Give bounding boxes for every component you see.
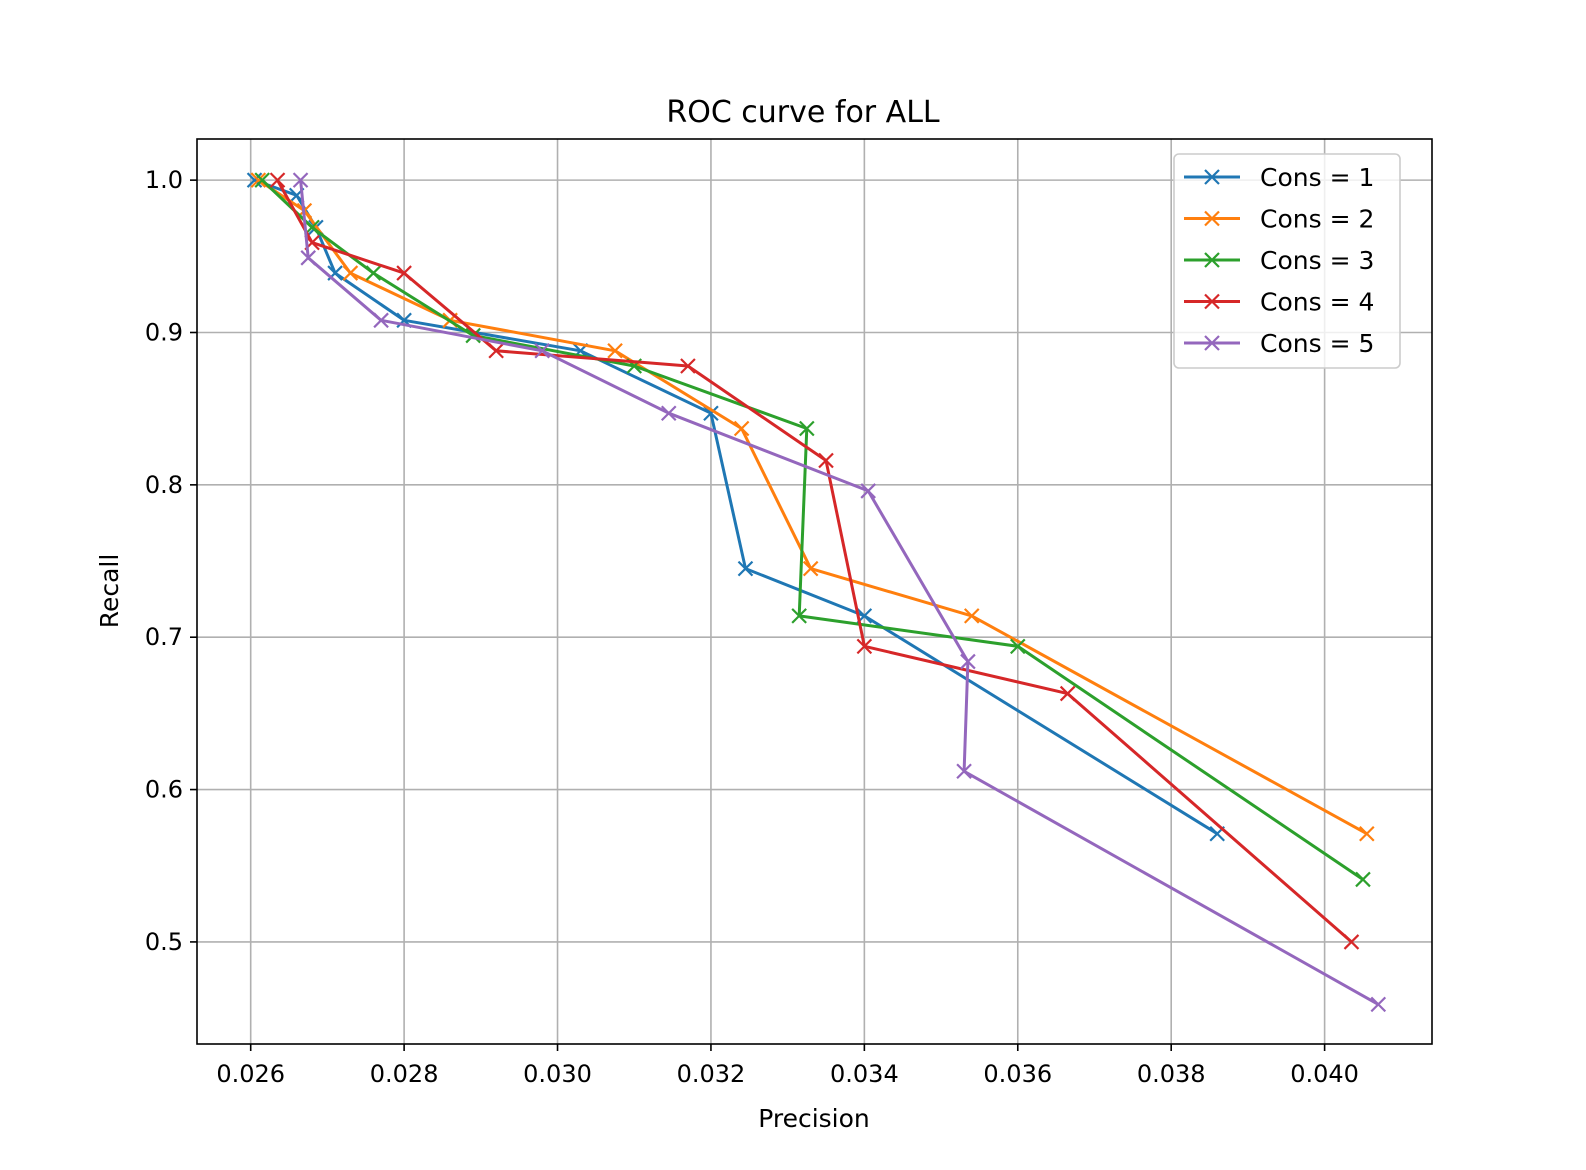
legend-label: Cons = 3: [1260, 246, 1374, 275]
data-point: [660, 405, 677, 422]
y-tick-label: 0.8: [145, 471, 183, 499]
data-point: [465, 327, 481, 344]
legend-entry: Cons = 1: [1184, 163, 1374, 192]
series-cons-4: [269, 172, 1360, 950]
data-point: [1355, 871, 1371, 888]
legend-marker: [1204, 210, 1220, 227]
x-tick-label: 0.028: [370, 1060, 439, 1088]
data-point: [1059, 685, 1076, 702]
data-point: [960, 653, 976, 670]
data-point: [703, 405, 719, 422]
data-point: [680, 358, 696, 374]
data-point: [1359, 825, 1375, 842]
x-tick-label: 0.026: [216, 1060, 285, 1088]
y-axis: 0.5 0.6 0.7 0.8 0.9 1.0: [145, 166, 197, 956]
x-tick-label: 0.040: [1290, 1060, 1359, 1088]
data-point: [342, 265, 359, 281]
series-cons-5: [292, 172, 1387, 1013]
data-point: [365, 265, 382, 281]
data-point: [1343, 934, 1360, 950]
legend-label: Cons = 5: [1260, 329, 1374, 358]
data-point: [1370, 996, 1387, 1013]
x-tick-label: 0.032: [677, 1060, 746, 1088]
y-tick-label: 0.7: [145, 623, 183, 651]
data-point: [292, 172, 309, 188]
data-point: [737, 560, 754, 577]
data-point: [963, 608, 980, 624]
data-point: [246, 172, 263, 188]
x-tick-label: 0.034: [830, 1060, 899, 1088]
data-point: [269, 172, 286, 188]
series-layer: [246, 172, 1387, 1013]
x-axis: 0.026 0.028 0.030 0.032 0.034 0.036 0.038 0.040: [216, 1044, 1359, 1088]
data-point: [488, 342, 504, 359]
data-point: [860, 483, 876, 499]
data-point: [373, 312, 389, 329]
legend-label: Cons = 1: [1260, 163, 1374, 192]
data-point: [300, 250, 317, 266]
legend-marker: [1204, 335, 1220, 351]
x-tick-label: 0.030: [523, 1060, 592, 1088]
data-point: [802, 560, 819, 577]
plot-frame: [196, 138, 1433, 1045]
legend-marker: [1204, 169, 1220, 185]
legend-label: Cons = 2: [1260, 205, 1374, 234]
data-point: [733, 420, 750, 437]
data-point: [250, 172, 267, 188]
y-tick-label: 0.6: [145, 776, 183, 804]
data-point: [791, 608, 807, 624]
data-point: [396, 265, 412, 281]
x-tick-label: 0.038: [1137, 1060, 1206, 1088]
legend-marker: [1204, 293, 1220, 310]
x-axis-label: Precision: [758, 1104, 870, 1133]
data-point: [799, 420, 815, 437]
legend-entry: Cons = 4: [1184, 288, 1374, 317]
data-point: [254, 172, 270, 188]
legend: Cons = 1 Cons = 2 Cons = 3 Cons = 4 Cons = 5: [1173, 153, 1401, 369]
legend-entry: Cons = 2: [1184, 205, 1374, 234]
data-point: [856, 638, 873, 655]
legend-label: Cons = 4: [1260, 288, 1374, 317]
y-axis-label: Recall: [95, 554, 124, 629]
data-point: [1010, 638, 1026, 655]
data-point: [956, 763, 972, 780]
legend-box: [1173, 153, 1401, 369]
data-point: [818, 452, 834, 469]
y-tick-label: 1.0: [145, 166, 183, 194]
legend-marker: [1204, 252, 1220, 268]
y-tick-label: 0.5: [145, 928, 183, 956]
data-point: [607, 342, 623, 359]
legend-entry: Cons = 5: [1184, 329, 1374, 358]
x-tick-label: 0.036: [983, 1060, 1052, 1088]
chart-title: ROC curve for ALL: [666, 95, 940, 130]
y-tick-label: 0.9: [145, 318, 183, 346]
data-point: [534, 342, 550, 359]
legend-entry: Cons = 3: [1184, 246, 1374, 275]
